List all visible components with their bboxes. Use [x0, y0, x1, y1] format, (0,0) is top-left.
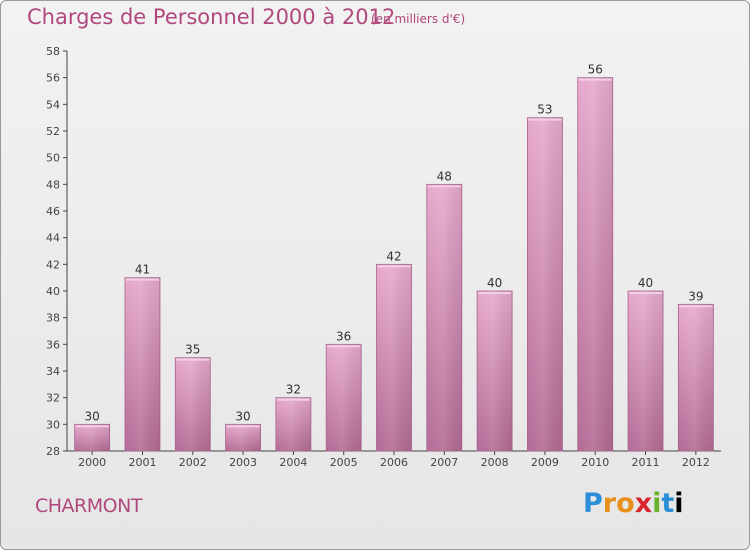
y-tick-label: 44	[46, 232, 60, 245]
x-tick-label: 2009	[531, 456, 559, 469]
x-tick-label: 2012	[682, 456, 710, 469]
x-tick-label: 2003	[229, 456, 257, 469]
y-tick-label: 50	[46, 152, 60, 165]
bar-value-label: 30	[235, 409, 250, 423]
x-tick-label: 2011	[632, 456, 660, 469]
bar-shine	[426, 184, 462, 452]
bars	[74, 77, 714, 452]
bar-shine	[527, 117, 563, 452]
bar-shine	[275, 397, 311, 451]
x-tick-label: 2000	[78, 456, 106, 469]
bar-top-highlight	[478, 292, 512, 294]
bar-top-highlight	[377, 265, 411, 268]
bar-value-label: 39	[688, 289, 703, 303]
logo-letter: i	[674, 488, 684, 519]
bar-top-highlight	[276, 398, 310, 401]
logo-letter: i	[652, 488, 662, 519]
bar-value-label: 53	[537, 103, 552, 117]
x-tick-label: 2006	[380, 456, 408, 469]
y-tick-label: 34	[46, 365, 60, 378]
chart-title: Charges de Personnel 2000 à 2012	[27, 5, 396, 29]
bar-value-label: 32	[286, 383, 301, 397]
logo-letter: t	[661, 488, 675, 519]
x-tick-label: 2001	[128, 456, 156, 469]
y-tick-label: 54	[46, 98, 60, 111]
y-tick-label: 56	[46, 72, 60, 85]
data-labels: 30 41 35 30 32 36 42 48 40 53 56 40 39	[85, 63, 704, 424]
bar-value-label: 30	[85, 409, 100, 423]
bar-top-highlight	[528, 118, 562, 121]
bar-top-highlight	[176, 358, 210, 361]
bar-top-highlight	[125, 278, 159, 281]
bar-value-label: 41	[135, 263, 150, 277]
y-tick-label: 48	[46, 178, 60, 191]
bar-value-label: 40	[487, 276, 502, 290]
bar-shine	[628, 291, 664, 451]
y-tick-label: 38	[46, 312, 60, 325]
logo-letter: r	[602, 488, 617, 519]
y-axis: 28 30 32 34 36 38 40 42 44 46 48 50 52 54 56 58	[46, 45, 68, 458]
bar-value-label: 35	[185, 343, 200, 357]
y-tick-label: 46	[46, 205, 60, 218]
bar-top-highlight	[327, 345, 361, 348]
bar-top-highlight	[75, 425, 109, 428]
bar-shine	[175, 357, 211, 451]
bar-value-label: 40	[638, 276, 653, 290]
y-tick-label: 40	[46, 285, 60, 298]
y-tick-label: 36	[46, 338, 60, 351]
x-tick-label: 2005	[330, 456, 358, 469]
x-tick-label: 2004	[279, 456, 307, 469]
y-tick-label: 28	[46, 445, 60, 458]
x-tick-label: 2008	[481, 456, 509, 469]
bar-value-label: 42	[386, 249, 401, 263]
bar-value-label: 48	[437, 169, 452, 183]
bar-top-highlight	[226, 425, 260, 428]
bar-shine	[376, 264, 412, 451]
bar-top-highlight	[629, 292, 663, 294]
y-tick-label: 32	[46, 392, 60, 405]
logo-letter: x	[634, 488, 653, 519]
bar-top-highlight	[679, 305, 713, 308]
bar-value-label: 36	[336, 329, 351, 343]
bar-shine	[225, 424, 261, 451]
bar-shine	[124, 277, 160, 451]
city-name: CHARMONT	[35, 495, 142, 517]
y-tick-label: 42	[46, 258, 60, 271]
x-tick-label: 2010	[581, 456, 609, 469]
y-tick-label: 52	[46, 125, 60, 138]
chart-subtitle: (en milliers d'€)	[371, 12, 466, 26]
bar-shine	[326, 344, 362, 451]
bar-shine	[577, 77, 613, 452]
y-tick-label: 30	[46, 418, 60, 431]
x-tick-label: 2007	[430, 456, 458, 469]
proxiti-logo: Proxiti	[583, 488, 684, 519]
bar-shine	[477, 291, 513, 451]
bar-top-highlight	[427, 185, 461, 188]
bar-value-label: 56	[588, 63, 603, 77]
logo-letter: P	[583, 488, 603, 519]
y-tick-label: 58	[46, 45, 60, 58]
bar-shine	[678, 304, 714, 451]
x-tick-label: 2002	[179, 456, 207, 469]
logo-letter: o	[616, 488, 635, 519]
bar-top-highlight	[578, 78, 612, 81]
x-axis: 2000 2001 2002 2003 2004 2005 2006 2007 2008 2009…	[67, 450, 721, 469]
bar-shine	[74, 424, 110, 451]
